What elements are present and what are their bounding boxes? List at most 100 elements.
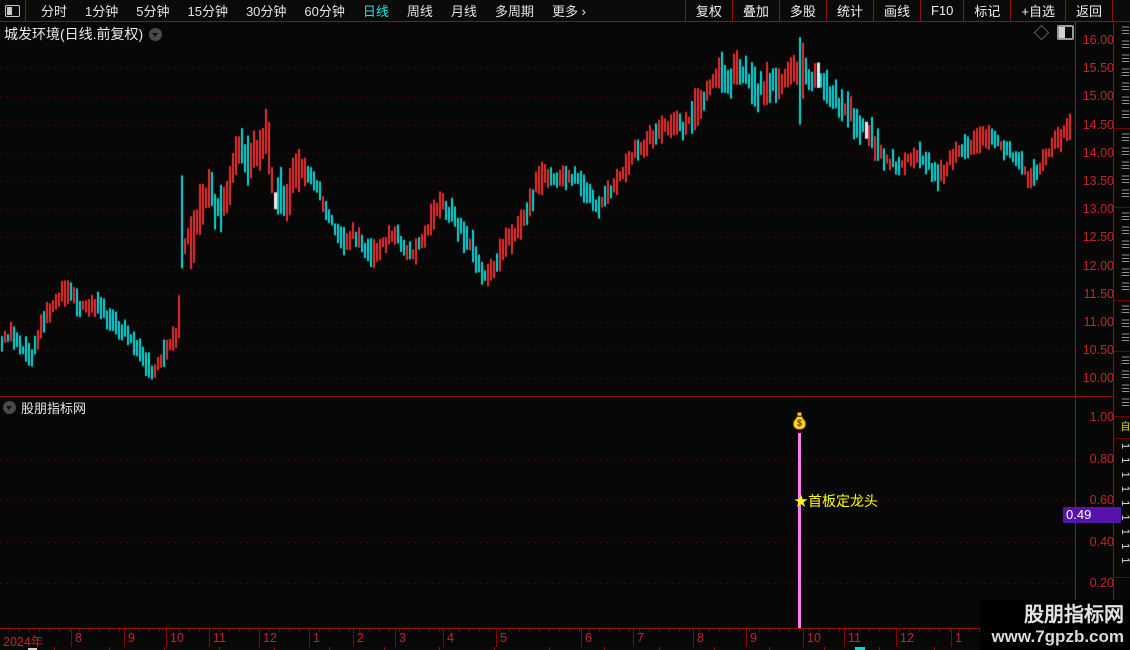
period-tab-4[interactable]: 15分钟 — [187, 4, 228, 19]
price-axis-label: 14.00 — [1082, 145, 1114, 160]
period-tab-2[interactable]: 1分钟 — [85, 4, 119, 19]
period-tab-8[interactable]: 周线 — [406, 4, 433, 19]
chart-corner-icons — [1033, 24, 1074, 41]
month-label: 6 — [585, 631, 592, 645]
month-label: 5 — [500, 631, 507, 645]
month-separator — [166, 629, 167, 647]
month-separator — [209, 629, 210, 647]
month-label: 2 — [357, 631, 364, 645]
year-label: 2024年 — [3, 635, 44, 649]
price-axis-label: 15.50 — [1082, 61, 1114, 76]
right-strip-segment[interactable]: ☰☰☰☰☰ — [1114, 129, 1130, 208]
money-bag-icon: $ — [792, 412, 807, 431]
price-axis-label: 12.00 — [1082, 258, 1114, 273]
month-label: 12 — [263, 631, 277, 645]
toolbar-button-4[interactable]: 统计 — [825, 0, 873, 21]
month-label: 9 — [128, 631, 135, 645]
month-label: 8 — [697, 631, 704, 645]
month-separator — [71, 629, 72, 647]
price-axis-label: 13.00 — [1082, 202, 1114, 217]
price-axis-label: 11.00 — [1083, 315, 1114, 329]
main-chart-canvas[interactable] — [0, 22, 1075, 396]
period-tab-9[interactable]: 月线 — [450, 4, 477, 19]
price-axis-label: 16.00 — [1082, 33, 1114, 47]
period-tab-5[interactable]: 30分钟 — [245, 4, 287, 19]
price-axis-line — [1075, 22, 1076, 647]
right-strip-digits[interactable]: 111111111 — [1114, 439, 1130, 578]
price-axis-label: 10.50 — [1082, 343, 1114, 358]
toolbar-button-2[interactable]: 叠加 — [731, 0, 779, 21]
right-sidebar-strip[interactable]: ☰☰☰☰☰☰☰ ☰☰☰☰☰ ☰☰☰☰☰☰ ☰☰☰ ☰☰☰☰ 自 111111111 — [1113, 22, 1130, 647]
watermark: 股朋指标网 www.7gpzb.com — [980, 600, 1130, 650]
month-separator — [633, 629, 634, 647]
chart-title-row: 城发环境(日线.前复权) — [4, 24, 163, 44]
toolbar-buttons: 复权 叠加 多股 统计 画线 F10 标记 +自选 返回 — [684, 0, 1113, 21]
page-title: 城发环境(日线.前复权) — [4, 26, 144, 42]
right-strip-segment[interactable]: ☰☰☰☰☰☰☰ — [1114, 22, 1130, 129]
month-label: 11 — [213, 631, 226, 645]
chevron-down-icon[interactable] — [149, 27, 163, 41]
toolbar-button-6[interactable]: F10 — [919, 0, 963, 21]
period-tab-11[interactable]: 更多 › — [551, 4, 586, 19]
right-strip-segment[interactable]: ☰☰☰☰☰☰ — [1114, 208, 1130, 301]
month-label: 1 — [313, 631, 320, 645]
toolbar-button-5[interactable]: 画线 — [872, 0, 920, 21]
month-separator — [803, 629, 804, 647]
month-label: 10 — [170, 631, 184, 645]
month-label: 10 — [807, 631, 821, 645]
signal-label: ★首板定龙头 — [794, 493, 878, 509]
month-separator — [896, 629, 897, 647]
diamond-icon[interactable] — [1033, 24, 1050, 41]
toolbar-button-3[interactable]: 多股 — [778, 0, 826, 21]
toolbar-button-1[interactable]: 复权 — [684, 0, 732, 21]
month-label: 12 — [900, 631, 914, 645]
month-label: 4 — [447, 631, 454, 645]
svg-text:$: $ — [797, 418, 802, 428]
bottom-clipped-row — [0, 647, 1113, 650]
indicator-value-badge: 0.49 — [1063, 507, 1121, 523]
toolbar-button-9[interactable]: 返回 — [1064, 0, 1113, 21]
indicator-axis-label: 0.40 — [1089, 534, 1114, 549]
sub-panel-header: 股朋指标网 — [3, 398, 86, 417]
right-strip-segment[interactable]: ☰☰☰☰ — [1114, 352, 1130, 417]
price-axis-label: 14.50 — [1082, 117, 1114, 132]
chevron-down-icon[interactable] — [3, 401, 16, 414]
month-separator — [693, 629, 694, 647]
month-label: 7 — [637, 631, 644, 645]
month-separator — [496, 629, 497, 647]
right-strip-segment[interactable]: ☰☰☰ — [1114, 301, 1130, 352]
toolbar-button-7[interactable]: 标记 — [963, 0, 1010, 21]
bottom-clipped-text — [28, 648, 37, 650]
price-axis-label: 11.50 — [1083, 286, 1114, 301]
split-screen-icon[interactable] — [1057, 25, 1074, 40]
month-label: 11 — [848, 631, 861, 645]
sub-chart-canvas[interactable] — [0, 397, 1075, 626]
month-separator — [309, 629, 310, 647]
toolbar-button-8[interactable]: +自选 — [1010, 0, 1065, 21]
month-label: 3 — [399, 631, 406, 645]
watermark-url: www.7gpzb.com — [991, 626, 1124, 646]
month-separator — [581, 629, 582, 647]
month-separator — [746, 629, 747, 647]
panel-divider — [0, 396, 1113, 397]
period-tab-1[interactable]: 分时 — [41, 4, 68, 19]
top-toolbar: 分时 1分钟 5分钟 15分钟 30分钟 60分钟 日线 周线 月线 多周期 更多 › 复权 叠加 多股… — [0, 0, 1130, 22]
indicator-axis-label: 0.60 — [1089, 493, 1114, 507]
month-separator — [259, 629, 260, 647]
sidebar-toggle-button[interactable] — [0, 0, 26, 21]
month-label: 8 — [75, 631, 82, 645]
indicator-axis-label: 1.00 — [1089, 410, 1114, 424]
period-tab-10[interactable]: 多周期 — [494, 4, 534, 19]
period-tab-7[interactable]: 日线 — [362, 4, 389, 19]
time-axis[interactable]: 2024年 8 9 10 11 12 1 2 3 4 5 6 7 8 9 10 11 12 1 — [0, 628, 1113, 649]
right-strip-highlight[interactable]: 自 — [1114, 417, 1130, 439]
month-label: 1 — [955, 631, 962, 645]
period-tab-6[interactable]: 60分钟 — [304, 4, 345, 19]
bottom-clipped-text — [855, 647, 865, 650]
signal-vertical-line — [798, 433, 801, 628]
month-separator — [951, 629, 952, 647]
month-label: 9 — [750, 631, 757, 645]
month-separator — [844, 629, 845, 647]
period-tab-3[interactable]: 5分钟 — [136, 4, 170, 19]
